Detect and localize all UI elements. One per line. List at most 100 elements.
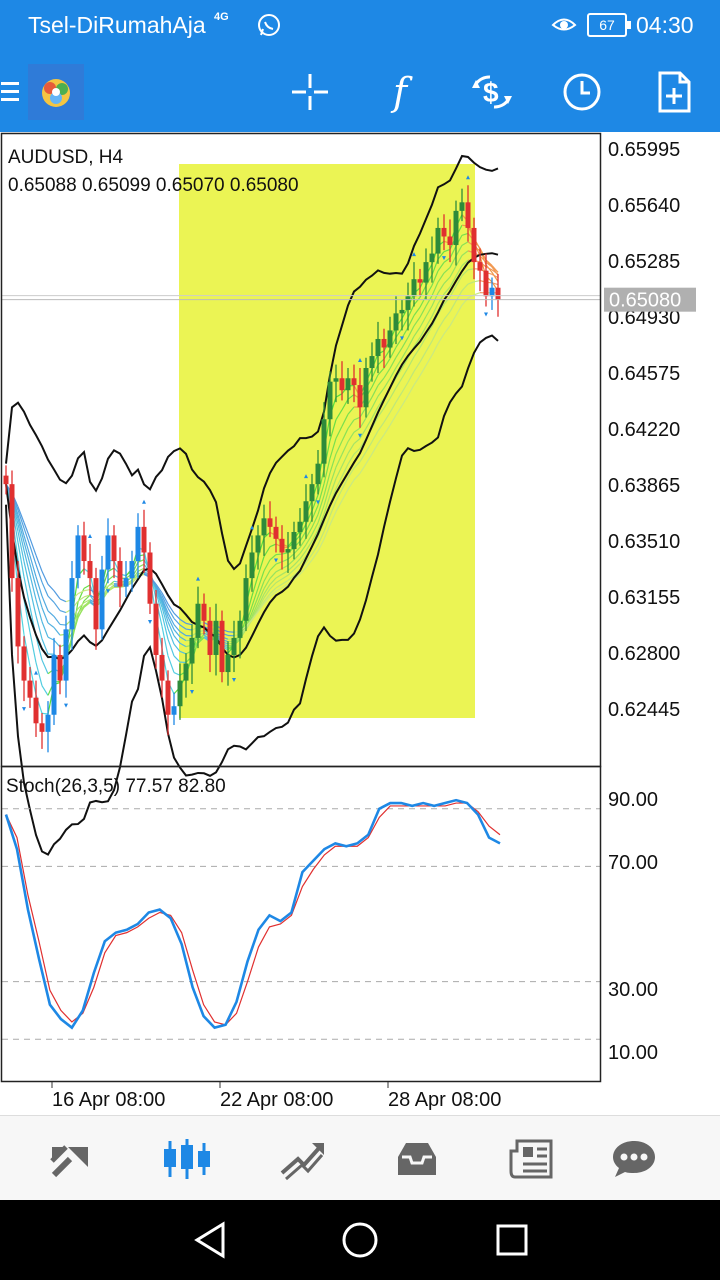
ma-ribbon-segment [383, 378, 391, 389]
ma-ribbon-segment [359, 463, 367, 474]
candle-body [69, 578, 75, 630]
ma-ribbon-segment [47, 610, 55, 617]
candle [285, 531, 291, 573]
candle [279, 525, 285, 570]
candle [183, 653, 189, 698]
candle [447, 219, 453, 263]
ma-ribbon-segment [29, 574, 37, 600]
candle-body [261, 518, 267, 536]
trade-icon[interactable]: $ [460, 52, 524, 132]
ma-ribbon-segment [365, 453, 373, 465]
new-object-icon[interactable] [644, 52, 704, 132]
history-tab-icon[interactable] [367, 1116, 467, 1201]
ma-ribbon-segment [281, 579, 289, 585]
chat-tab-icon[interactable] [584, 1116, 684, 1201]
ma-ribbon-segment [77, 602, 85, 610]
app-logo-icon[interactable] [28, 52, 84, 132]
ma-ribbon-segment [59, 609, 67, 614]
candle-body [237, 620, 243, 638]
candle-body [207, 620, 213, 655]
ma-ribbon-segment [329, 501, 337, 516]
ma-ribbon-segment [47, 636, 55, 641]
candle-body [105, 535, 111, 570]
eye-comfort-icon [550, 10, 578, 45]
candle [423, 248, 429, 300]
ma-ribbon-segment [257, 570, 265, 589]
ma-ribbon-segment [371, 385, 379, 398]
ma-ribbon-segment [23, 634, 31, 667]
ma-ribbon-segment [323, 515, 331, 532]
quotes-tab-icon[interactable] [22, 1116, 122, 1201]
ma-ribbon-segment [335, 426, 343, 439]
ma-ribbon-segment [353, 472, 361, 481]
ma-ribbon-segment [83, 584, 91, 589]
ma-ribbon-segment [347, 394, 355, 400]
ma-ribbon-segment [401, 381, 409, 393]
period-icon[interactable] [552, 52, 612, 132]
fractal-marker [22, 707, 26, 712]
ma-ribbon-segment [137, 563, 145, 568]
ma-ribbon-segment [341, 463, 349, 477]
ma-ribbon-segment [23, 535, 31, 556]
back-icon[interactable] [180, 1200, 240, 1280]
candle [327, 371, 333, 437]
chart-tab-icon[interactable] [137, 1116, 237, 1201]
candle [315, 450, 321, 505]
ma-ribbon-segment [161, 613, 169, 640]
ma-ribbon-segment [293, 558, 301, 566]
candle-body [339, 378, 345, 391]
candle [45, 701, 51, 753]
ma-ribbon-segment [155, 583, 163, 594]
ma-ribbon-segment [161, 648, 169, 682]
candle-body [231, 637, 237, 655]
ma-ribbon-segment [431, 259, 439, 276]
candle [333, 364, 339, 403]
ma-ribbon-segment [47, 622, 55, 628]
ma-ribbon-segment [449, 300, 457, 312]
stoch-main-line [4, 798, 501, 1030]
news-tab-icon[interactable] [482, 1116, 582, 1201]
menu-icon[interactable] [0, 52, 22, 132]
candle [117, 547, 123, 608]
ma-ribbon-segment [383, 424, 391, 436]
ma-ribbon-segment [29, 564, 37, 588]
ma-ribbon-segment [293, 553, 301, 561]
ma-ribbon-segment [377, 434, 385, 444]
ma-ribbon-segment [47, 583, 55, 592]
candle-body [171, 706, 177, 715]
recents-icon[interactable] [482, 1200, 542, 1280]
indicators-icon[interactable]: f [392, 70, 408, 114]
bollinger-band-lo [5, 334, 499, 856]
stoch-level-label: 10.00 [608, 1042, 658, 1064]
whatsapp-icon [256, 12, 282, 44]
ma-ribbon-segment [443, 286, 451, 295]
ma-ribbon-segment [491, 272, 499, 282]
ma-ribbon-segment [449, 265, 457, 278]
ma-ribbon-segment [299, 537, 307, 548]
ma-ribbon-segment [383, 358, 391, 369]
ma-ribbon-segment [341, 414, 349, 427]
ma-ribbon-segment [77, 590, 85, 595]
price-chart[interactable]: AUDUSD, H4 0.65088 0.65099 0.65070 0.650… [0, 132, 720, 1115]
price-tick: 0.62445 [608, 699, 680, 721]
home-icon[interactable] [330, 1200, 390, 1280]
ma-ribbon-segment [413, 327, 421, 337]
ma-ribbon-segment [179, 631, 187, 637]
ma-ribbon-segment [269, 554, 277, 561]
ma-ribbon-segment [461, 232, 469, 236]
ma-ribbon-segment [323, 524, 331, 540]
ma-ribbon-segment [383, 412, 391, 423]
candle [99, 555, 105, 640]
ma-ribbon-segment [41, 659, 49, 674]
ma-ribbon-segment [275, 573, 283, 579]
ma-ribbon-segment [23, 550, 31, 576]
candle-body [279, 538, 285, 553]
candle-body [315, 463, 321, 485]
crosshair-icon[interactable] [280, 52, 340, 132]
ma-ribbon-segment [161, 602, 169, 622]
ma-ribbon-segment [257, 556, 265, 576]
trade-tab-icon[interactable] [252, 1116, 352, 1201]
candle-body [465, 202, 471, 228]
ma-ribbon-segment [245, 605, 253, 625]
chart-area[interactable]: AUDUSD, H4 0.65088 0.65099 0.65070 0.650… [0, 132, 720, 1115]
